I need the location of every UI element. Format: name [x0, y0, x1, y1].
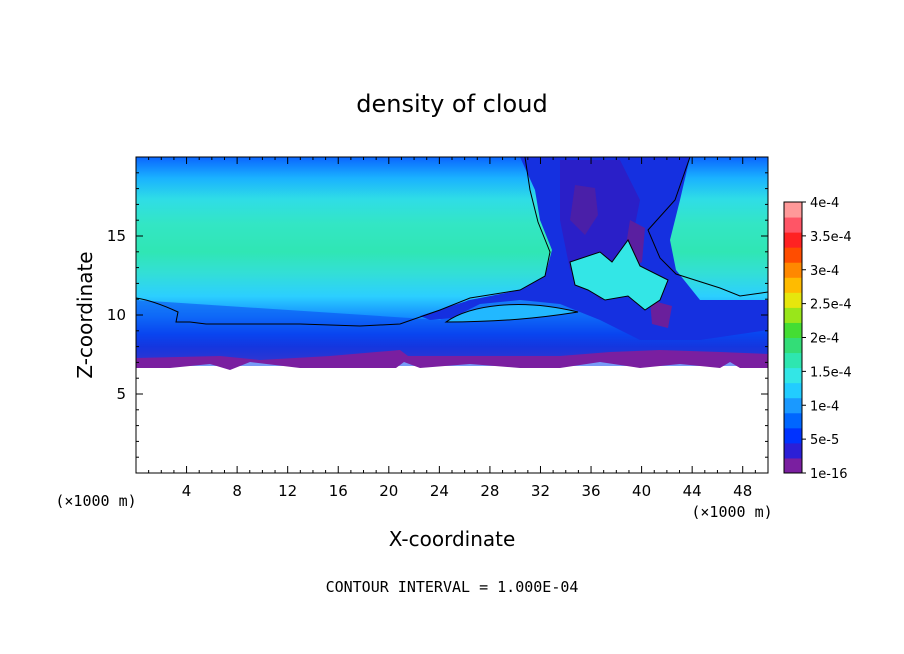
x-tick-label: 20 [379, 482, 398, 500]
x-tick-label: 44 [683, 482, 702, 500]
contour-line-3 [444, 304, 579, 323]
chart-title: density of cloud [356, 90, 547, 118]
x-tick-label: 28 [480, 482, 499, 500]
colorbar-label: 1.5e-4 [810, 365, 852, 380]
colorbar-swatch [784, 292, 802, 308]
colorbar: 1e-16 5e-5 1e-4 1.5e-4 2e-4 2.5e-4 3e-4 3.5e-4 4… [783, 196, 852, 482]
colorbar-swatch [784, 382, 802, 399]
x-axis-left-unit: (×1000 m) [55, 492, 136, 510]
core-spot-3 [650, 300, 672, 328]
cyan-intrusion [570, 240, 668, 310]
colorbar-swatch [784, 232, 802, 248]
colorbar-label: 1e-16 [810, 467, 848, 482]
colorbar-swatch [784, 412, 802, 429]
colorbar-label: 3.5e-4 [810, 230, 852, 245]
contour-line-4 [569, 239, 669, 311]
x-tick-label: 24 [430, 482, 449, 500]
contour-line-2 [647, 157, 768, 297]
x-tick-label: 12 [278, 482, 297, 500]
x-tick-label: 32 [531, 482, 550, 500]
colorbar-label: 5e-5 [810, 433, 839, 448]
colorbar-swatch [784, 262, 802, 278]
y-axis-title: Z-coordinate [73, 251, 97, 378]
x-tick-label: 16 [329, 482, 348, 500]
x-axis: 4 8 12 16 20 24 28 32 36 40 44 48 [148, 157, 756, 500]
density-field [136, 157, 768, 473]
colorbar-swatch [784, 217, 802, 233]
x-tick-label: 4 [182, 482, 192, 500]
y-tick-label: 5 [116, 385, 126, 403]
colorbar-label: 3e-4 [810, 264, 839, 279]
colorbar-swatch [784, 427, 802, 444]
x-tick-label: 36 [581, 482, 600, 500]
x-axis-title: X-coordinate [389, 527, 516, 551]
colorbar-swatch [784, 202, 802, 218]
colorbar-swatch [784, 352, 802, 369]
colorbar-label: 2.5e-4 [810, 298, 852, 313]
cloud-bottom-fringe [136, 350, 768, 370]
colorbar-swatch [784, 457, 802, 474]
contour-interval-note: CONTOUR INTERVAL = 1.000E-04 [326, 578, 579, 596]
contour-line-1 [136, 157, 551, 327]
colorbar-label: 1e-4 [810, 399, 839, 414]
x-tick-label: 40 [632, 482, 651, 500]
colorbar-swatch [784, 397, 802, 414]
colorbar-swatch [784, 307, 802, 323]
colorbar-label: 4e-4 [810, 196, 839, 211]
colorbar-swatch [784, 337, 802, 354]
core-spot-1 [570, 185, 598, 235]
colorbar-swatch [784, 367, 802, 384]
colorbar-swatch [784, 322, 802, 338]
x-tick-label: 8 [232, 482, 242, 500]
y-axis: 5 10 15 [107, 172, 768, 458]
colorbar-swatch [784, 277, 802, 293]
y-tick-label: 15 [107, 227, 126, 245]
colorbar-label: 2e-4 [810, 332, 839, 347]
colorbar-swatch [784, 247, 802, 263]
x-tick-label: 48 [733, 482, 752, 500]
colorbar-swatch [784, 442, 802, 459]
x-axis-right-unit: (×1000 m) [691, 503, 772, 521]
y-tick-label: 10 [107, 306, 126, 324]
